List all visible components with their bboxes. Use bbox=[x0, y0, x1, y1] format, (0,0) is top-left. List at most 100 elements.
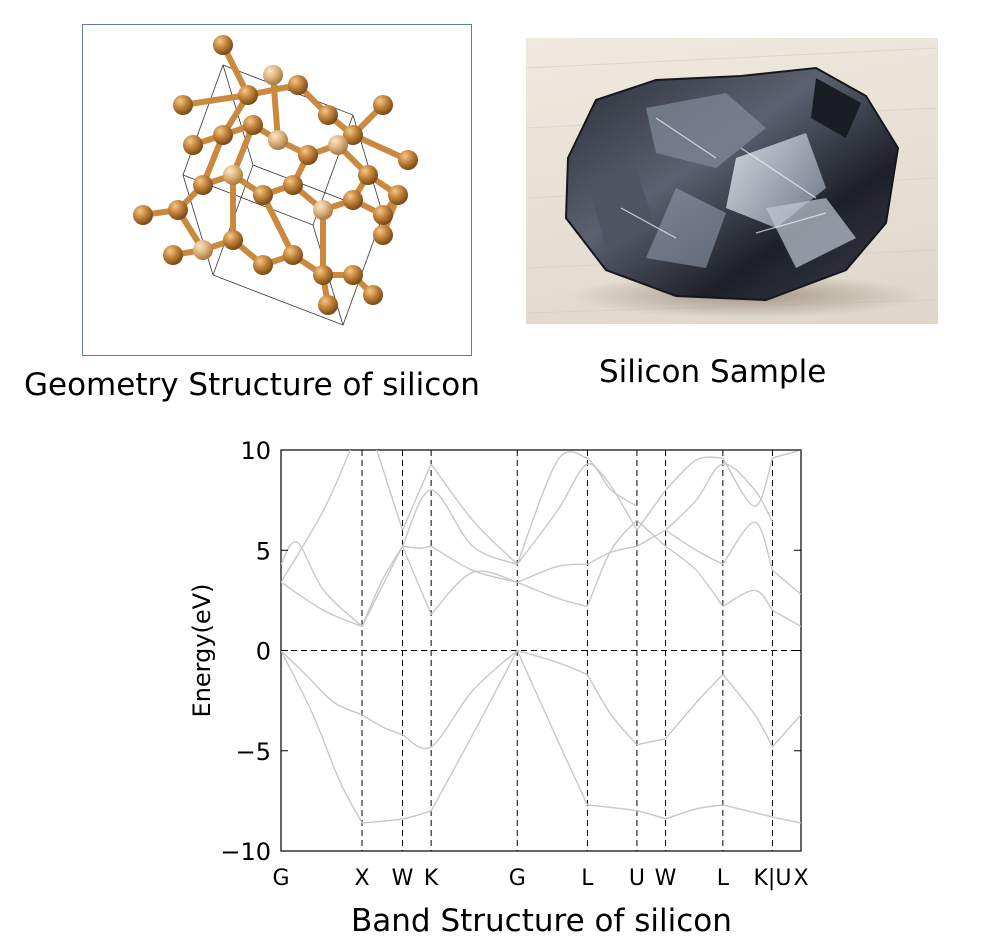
band-line bbox=[665, 804, 723, 820]
band-line bbox=[665, 463, 774, 531]
x-kpoint-label: G bbox=[272, 866, 289, 891]
band-line bbox=[376, 450, 404, 531]
band-line bbox=[281, 581, 363, 628]
band-line bbox=[402, 649, 518, 750]
silicon-atom bbox=[253, 185, 273, 205]
band-line bbox=[430, 650, 518, 812]
silicon-atom bbox=[388, 185, 408, 205]
silicon-atom bbox=[243, 115, 263, 135]
band-line bbox=[665, 545, 724, 607]
band-line bbox=[430, 463, 518, 565]
silicon-atom bbox=[398, 150, 418, 170]
silicon-atom bbox=[343, 125, 363, 145]
silicon-atom bbox=[238, 85, 258, 105]
band-line bbox=[516, 563, 588, 583]
band-line bbox=[430, 570, 518, 615]
silicon-atom bbox=[173, 95, 193, 115]
band-line bbox=[586, 519, 638, 607]
band-line bbox=[771, 714, 801, 748]
silicon-atom bbox=[358, 165, 378, 185]
x-kpoint-label: U bbox=[629, 866, 645, 891]
x-kpoint-label: W bbox=[655, 866, 677, 891]
band-line bbox=[401, 463, 432, 531]
band-line bbox=[281, 650, 363, 824]
band-line bbox=[722, 674, 774, 748]
silicon-atom bbox=[318, 105, 338, 125]
silicon-geometry-structure-image bbox=[82, 24, 472, 356]
caption-geometry-structure: Geometry Structure of silicon bbox=[24, 367, 480, 403]
silicon-atom bbox=[313, 265, 333, 285]
band-line bbox=[636, 529, 666, 547]
band-line bbox=[361, 545, 404, 627]
band-line bbox=[517, 649, 588, 676]
silicon-atom bbox=[168, 200, 188, 220]
band-line bbox=[722, 589, 774, 611]
silicon-atom bbox=[363, 285, 383, 305]
x-kpoint-label: W bbox=[392, 866, 414, 891]
x-kpoint-label: L bbox=[581, 866, 594, 891]
x-kpoint-label: G bbox=[509, 866, 526, 891]
band-line bbox=[722, 457, 774, 507]
band-line bbox=[722, 804, 801, 824]
band-line bbox=[402, 545, 432, 549]
band-line bbox=[361, 545, 404, 627]
band-lines bbox=[281, 450, 801, 824]
band-line bbox=[587, 545, 638, 565]
silicon-atom bbox=[373, 205, 393, 225]
band-line bbox=[586, 457, 638, 531]
x-kpoint-label: K|U bbox=[753, 866, 791, 891]
silicon-atom bbox=[328, 135, 348, 155]
band-line bbox=[772, 450, 801, 459]
caption-band-structure: Band Structure of silicon bbox=[351, 903, 732, 939]
caption-silicon-sample: Silicon Sample bbox=[599, 354, 827, 390]
x-kpoint-label: K bbox=[424, 866, 439, 891]
silicon-atom bbox=[318, 295, 338, 315]
y-tick-label: 10 bbox=[240, 437, 271, 465]
silicon-atom bbox=[253, 255, 273, 275]
lattice-bond bbox=[350, 132, 411, 163]
band-line bbox=[516, 463, 638, 565]
silicon-rock-illustration bbox=[526, 47, 938, 318]
silicon-atom bbox=[373, 225, 393, 245]
band-line bbox=[665, 456, 723, 491]
y-tick-label: −5 bbox=[236, 738, 271, 766]
y-tick-label: 0 bbox=[256, 638, 271, 666]
silicon-atom bbox=[213, 35, 233, 55]
lattice-bond bbox=[270, 72, 281, 143]
silicon-sample-photo bbox=[526, 38, 938, 324]
y-axis-label: Energy(eV) bbox=[188, 584, 216, 718]
band-line bbox=[665, 674, 724, 740]
lattice-bond bbox=[260, 192, 296, 258]
silicon-atom bbox=[283, 245, 303, 265]
band-line bbox=[401, 545, 432, 615]
silicon-atom bbox=[193, 175, 213, 195]
band-line bbox=[665, 529, 724, 565]
silicon-atom bbox=[213, 125, 233, 145]
band-line bbox=[516, 650, 589, 806]
band-line bbox=[516, 581, 588, 608]
band-line bbox=[361, 714, 403, 736]
silicon-atom bbox=[183, 135, 203, 155]
silicon-atom bbox=[263, 65, 283, 85]
silicon-atom bbox=[268, 130, 288, 150]
band-line bbox=[722, 521, 774, 571]
silicon-atom bbox=[223, 230, 243, 250]
silicon-atom bbox=[283, 175, 303, 195]
silicon-atom bbox=[298, 145, 318, 165]
silicon-atom bbox=[133, 205, 153, 225]
lattice-bond bbox=[180, 92, 251, 108]
silicon-atom bbox=[288, 75, 308, 95]
band-line bbox=[401, 489, 518, 565]
band-line bbox=[516, 451, 588, 565]
band-line bbox=[281, 450, 351, 583]
y-tick-label: −10 bbox=[220, 838, 271, 866]
x-kpoint-label: X bbox=[793, 866, 808, 891]
band-line bbox=[281, 649, 363, 716]
band-line bbox=[636, 489, 667, 531]
silicon-atom bbox=[343, 265, 363, 285]
band-line bbox=[430, 545, 518, 584]
x-kpoint-label: X bbox=[354, 866, 369, 891]
silicon-atom bbox=[313, 200, 333, 220]
band-line bbox=[281, 541, 363, 627]
